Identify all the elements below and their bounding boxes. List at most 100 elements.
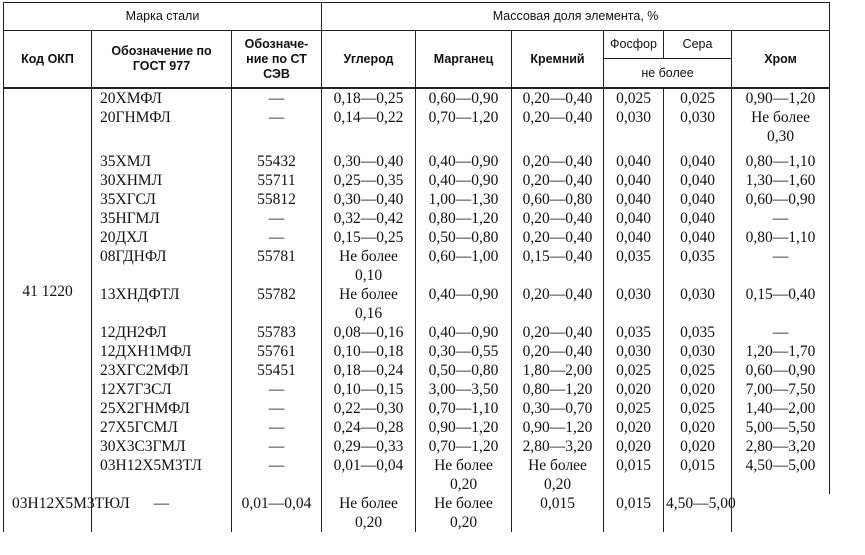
grade-cell: 27Х5ГСМЛ xyxy=(91,418,232,437)
cell-value: 0,035 xyxy=(680,248,715,265)
cell-value-continued: 0,20 xyxy=(449,514,478,531)
header-okp-code: Код ОКП xyxy=(3,30,92,89)
carbon-cell: 0,29—0,33 xyxy=(321,437,416,456)
cell-value: — xyxy=(268,210,285,227)
cell-value: 0,40—0,90 xyxy=(428,172,499,189)
cell-value: 0,020 xyxy=(616,381,651,398)
cell-value: 0,035 xyxy=(680,324,715,341)
cell-value: — xyxy=(268,438,285,455)
table-row: 35ХМЛ 55432 0,30—0,40 0,40—0,90 0,20—0,40 0,0… xyxy=(4,152,831,171)
silicon-cell: 0,20—0,40 xyxy=(511,228,604,247)
spacer-cell xyxy=(730,146,831,152)
silicon-cell: 2,80—3,20 xyxy=(511,437,604,456)
carbon-cell: 0,22—0,30 xyxy=(321,399,416,418)
silicon-cell: 0,20—0,40 xyxy=(511,171,604,190)
silicon-cell: 0,20—0,40 xyxy=(511,88,604,108)
silicon-cell: 0,20—0,40 xyxy=(511,285,604,323)
cell-value: 0,030 xyxy=(616,343,651,360)
chromium-cell: 7,00—7,50 xyxy=(730,380,831,399)
cell-value: — xyxy=(268,400,285,417)
table-row: 20ДХЛ — 0,15—0,25 0,50—0,80 0,20—0,40 0,040 0,… xyxy=(4,228,831,247)
manganese-cell: 0,60—1,00 xyxy=(415,247,512,285)
carbon-cell: 0,14—0,22 xyxy=(321,108,416,146)
cell-value: 0,040 xyxy=(616,210,651,227)
cell-value: 0,25—0,35 xyxy=(333,172,404,189)
chromium-cell: 0,80—1,10 xyxy=(730,152,831,171)
cell-value: 0,50—0,80 xyxy=(428,229,499,246)
grade-cell: 20ДХЛ xyxy=(91,228,232,247)
cell-value: 0,040 xyxy=(680,229,715,246)
sulfur-cell: 0,020 xyxy=(663,418,732,437)
cmea-designation-cell: — xyxy=(231,456,322,494)
cell-value: 1,40—2,00 xyxy=(745,400,816,417)
cell-value: 7,00—7,50 xyxy=(745,381,816,398)
sulfur-cell: 0,040 xyxy=(663,190,732,209)
cell-value: 0,025 xyxy=(680,90,715,107)
phosphorus-cell: 0,025 xyxy=(603,399,664,418)
phosphorus-cell: 0,040 xyxy=(603,209,664,228)
phosphorus-cell: 0,015 xyxy=(603,456,664,494)
cell-value: 0,80—1,10 xyxy=(745,229,816,246)
manganese-cell: 0,40—0,90 xyxy=(415,323,512,342)
table-row: 03Н12Х5М3ТЮЛ —0,01—0,04 Не более 0,20 Не бол… xyxy=(3,494,830,532)
cmea-designation-cell: 55782 xyxy=(231,285,322,323)
silicon-cell: 0,20—0,40 xyxy=(511,209,604,228)
cell-value: Не более xyxy=(339,495,398,512)
chromium-cell: — xyxy=(730,323,831,342)
sulfur-cell: 0,040 xyxy=(663,152,732,171)
cell-value: 0,040 xyxy=(616,229,651,246)
cell-value: 0,030 xyxy=(616,286,651,303)
cell-value: — xyxy=(268,381,285,398)
cell-value: Не более xyxy=(434,457,493,474)
cell-value: 1,30—1,60 xyxy=(745,172,816,189)
cell-value: 55812 xyxy=(257,191,296,208)
cell-value: 0,040 xyxy=(616,153,651,170)
header-chromium: Хром xyxy=(730,30,831,89)
phosphorus-cell: 0,040 xyxy=(603,171,664,190)
cell-value: 0,020 xyxy=(680,438,715,455)
sulfur-cell: 0,040 xyxy=(663,228,732,247)
cmea-designation-cell: — xyxy=(91,494,232,532)
cell-value: 0,40—0,90 xyxy=(428,153,499,170)
carbon-cell: 0,10—0,18 xyxy=(321,342,416,361)
cell-value: 4,50—5,00 xyxy=(666,495,736,512)
table-row: 08ГДНФЛ 55781 Не более 0,10 0,60—1,00 0,15—0,… xyxy=(4,247,831,285)
cell-value: — xyxy=(153,495,170,512)
cell-value: 0,22—0,30 xyxy=(333,400,404,417)
carbon-cell: 0,01—0,04 xyxy=(231,494,322,532)
cell-value: 55761 xyxy=(257,343,296,360)
cell-value: — xyxy=(268,109,285,126)
table-row: 27Х5ГСМЛ — 0,24—0,28 0,90—1,20 0,90—1,20 0,02… xyxy=(4,418,831,437)
phosphorus-cell: 0,020 xyxy=(603,380,664,399)
row-spacer xyxy=(4,146,831,152)
grade-cell: 08ГДНФЛ xyxy=(91,247,232,285)
manganese-cell: 0,50—0,80 xyxy=(415,228,512,247)
cmea-designation-cell: — xyxy=(231,88,322,108)
sulfur-cell: 0,030 xyxy=(663,108,732,146)
cell-value: 0,60—0,90 xyxy=(745,362,816,379)
header-carbon: Углерод xyxy=(321,30,416,89)
cell-value: 0,30—0,40 xyxy=(333,191,404,208)
carbon-cell: Не более 0,16 xyxy=(321,285,416,323)
cmea-designation-cell: 55432 xyxy=(231,152,322,171)
cell-value: 0,90—1,20 xyxy=(428,419,499,436)
cell-value: 0,18—0,25 xyxy=(333,90,404,107)
header-grade-group: Марка стали xyxy=(3,2,322,31)
phosphorus-cell: 0,030 xyxy=(603,285,664,323)
cell-value: 55782 xyxy=(257,286,296,303)
chromium-cell: 0,80—1,10 xyxy=(730,228,831,247)
table-row: 35НГМЛ — 0,32—0,42 0,80—1,20 0,20—0,40 0,040 0… xyxy=(4,209,831,228)
cell-value: 0,015 xyxy=(616,457,651,474)
cell-value: 0,030 xyxy=(680,109,715,126)
cmea-designation-cell: — xyxy=(231,209,322,228)
silicon-cell: 0,90—1,20 xyxy=(511,418,604,437)
phosphorus-cell: 0,025 xyxy=(603,88,664,108)
grade-cell: 03Н12Х5М3ТЮЛ xyxy=(3,494,130,532)
grade-cell: 20ГНМФЛ xyxy=(91,108,232,146)
grade-cell: 35ХМЛ xyxy=(91,152,232,171)
phosphorus-cell: 0,035 xyxy=(603,247,664,285)
cmea-designation-cell: 55783 xyxy=(231,323,322,342)
chromium-cell: 0,60—0,90 xyxy=(730,190,831,209)
cell-value: 55451 xyxy=(257,362,296,379)
phosphorus-cell: 0,035 xyxy=(603,323,664,342)
